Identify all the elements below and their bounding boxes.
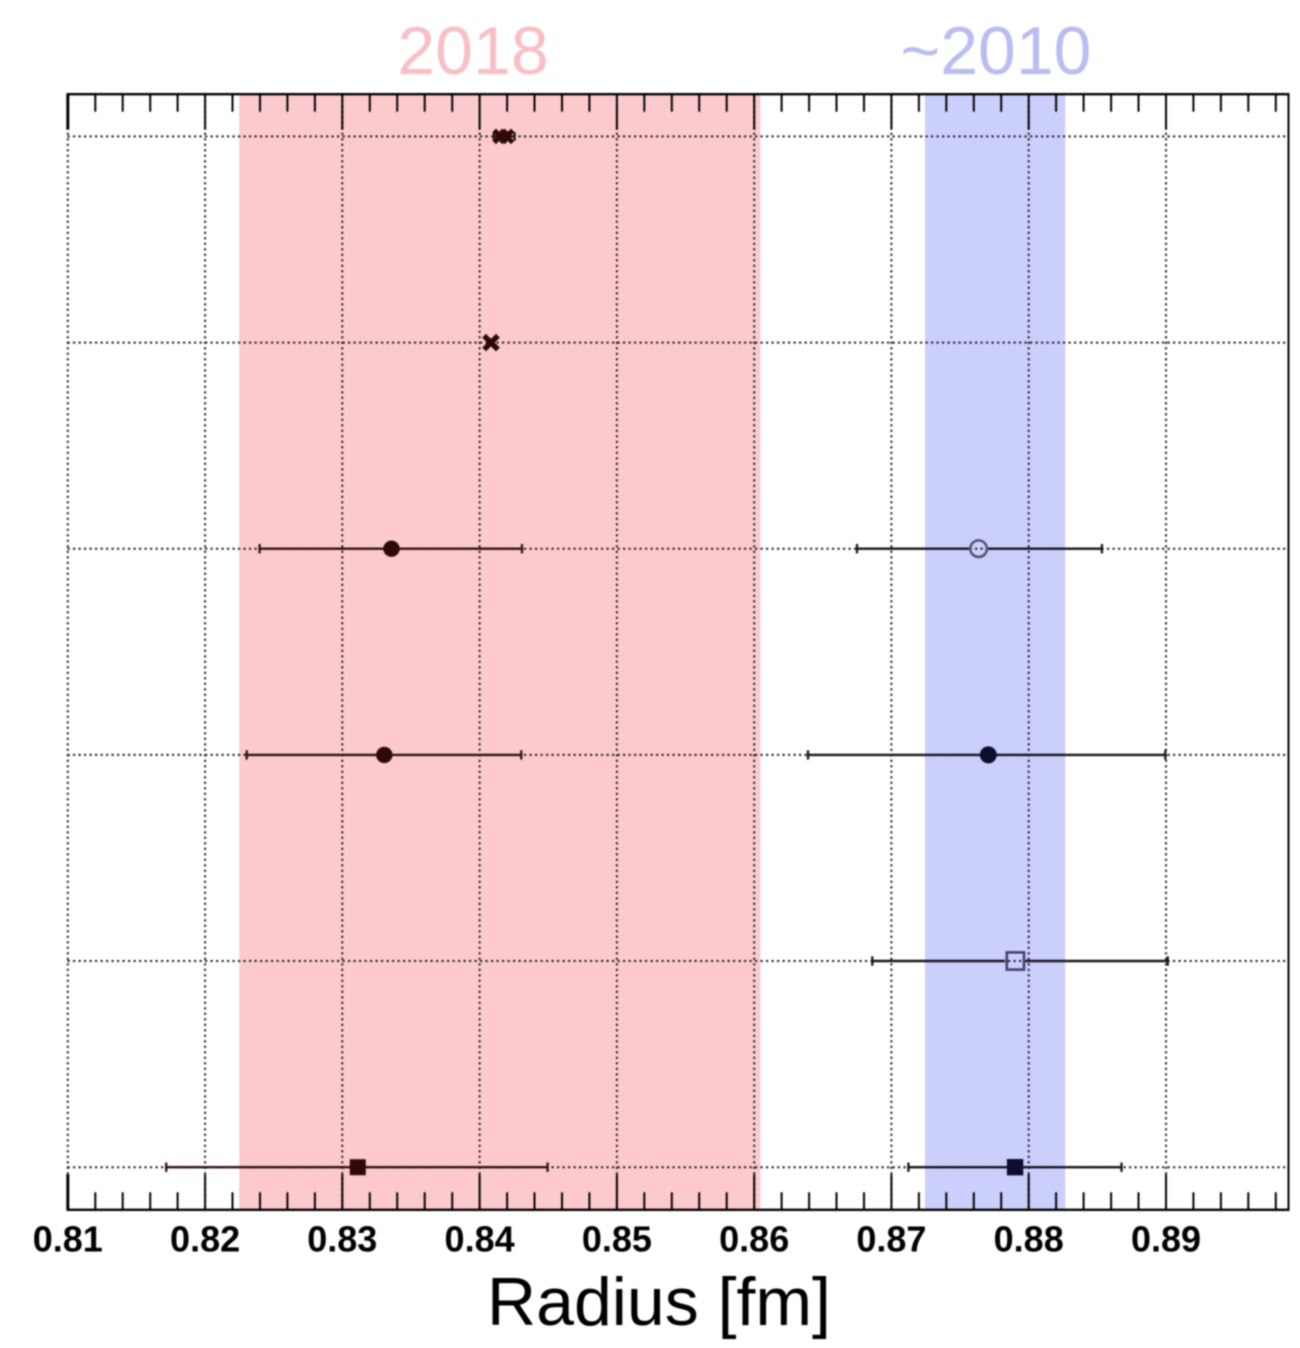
svg-text:0.82: 0.82 — [170, 1219, 240, 1260]
svg-text:2018: 2018 — [397, 13, 548, 89]
svg-text:0.86: 0.86 — [719, 1219, 789, 1260]
svg-text:0.85: 0.85 — [582, 1219, 652, 1260]
svg-text:~2010: ~2010 — [901, 13, 1092, 89]
svg-text:0.81: 0.81 — [33, 1219, 103, 1260]
svg-text:0.84: 0.84 — [445, 1219, 515, 1260]
svg-text:0.88: 0.88 — [994, 1219, 1064, 1260]
svg-text:0.87: 0.87 — [856, 1219, 926, 1260]
svg-text:0.89: 0.89 — [1131, 1219, 1201, 1260]
svg-text:Radius [fm]: Radius [fm] — [487, 1264, 831, 1340]
svg-text:0.83: 0.83 — [307, 1219, 377, 1260]
